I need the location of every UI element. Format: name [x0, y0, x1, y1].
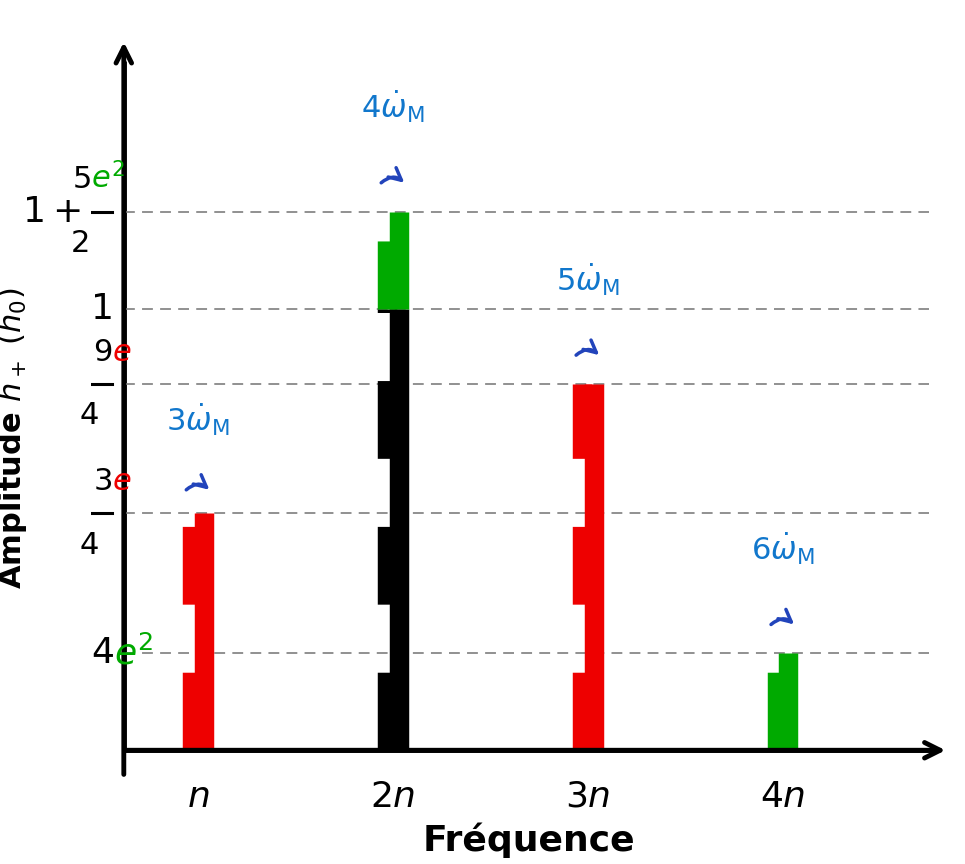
- Text: $3\dot{\omega}_\mathrm{M}$: $3\dot{\omega}_\mathrm{M}$: [166, 401, 230, 438]
- Text: $3$: $3$: [93, 467, 112, 496]
- Text: $9$: $9$: [93, 338, 112, 366]
- Text: $2n$: $2n$: [371, 780, 416, 814]
- Text: $e$: $e$: [112, 338, 131, 366]
- Text: $e^2$: $e^2$: [91, 162, 124, 194]
- Text: $5\dot{\omega}_\mathrm{M}$: $5\dot{\omega}_\mathrm{M}$: [556, 261, 620, 298]
- Text: $1$: $1$: [91, 291, 112, 326]
- Text: Amplitude $h_+$ $(h_0)$: Amplitude $h_+$ $(h_0)$: [0, 287, 29, 588]
- Text: $e^2$: $e^2$: [114, 635, 153, 671]
- Text: $n$: $n$: [186, 780, 209, 814]
- Text: $4$: $4$: [79, 530, 98, 560]
- Text: $e$: $e$: [112, 467, 131, 496]
- Text: $6\dot{\omega}_\mathrm{M}$: $6\dot{\omega}_\mathrm{M}$: [751, 530, 814, 567]
- Text: $4$: $4$: [91, 636, 114, 670]
- Text: $2$: $2$: [69, 229, 88, 257]
- Text: $3n$: $3n$: [565, 780, 611, 814]
- Text: $1 +$: $1 +$: [22, 194, 81, 229]
- Text: Fréquence: Fréquence: [423, 823, 636, 859]
- Text: $4n$: $4n$: [759, 780, 806, 814]
- Text: $4\dot{\omega}_\mathrm{M}$: $4\dot{\omega}_\mathrm{M}$: [361, 88, 425, 125]
- Text: $4$: $4$: [79, 401, 98, 430]
- Text: $5$: $5$: [72, 165, 91, 194]
